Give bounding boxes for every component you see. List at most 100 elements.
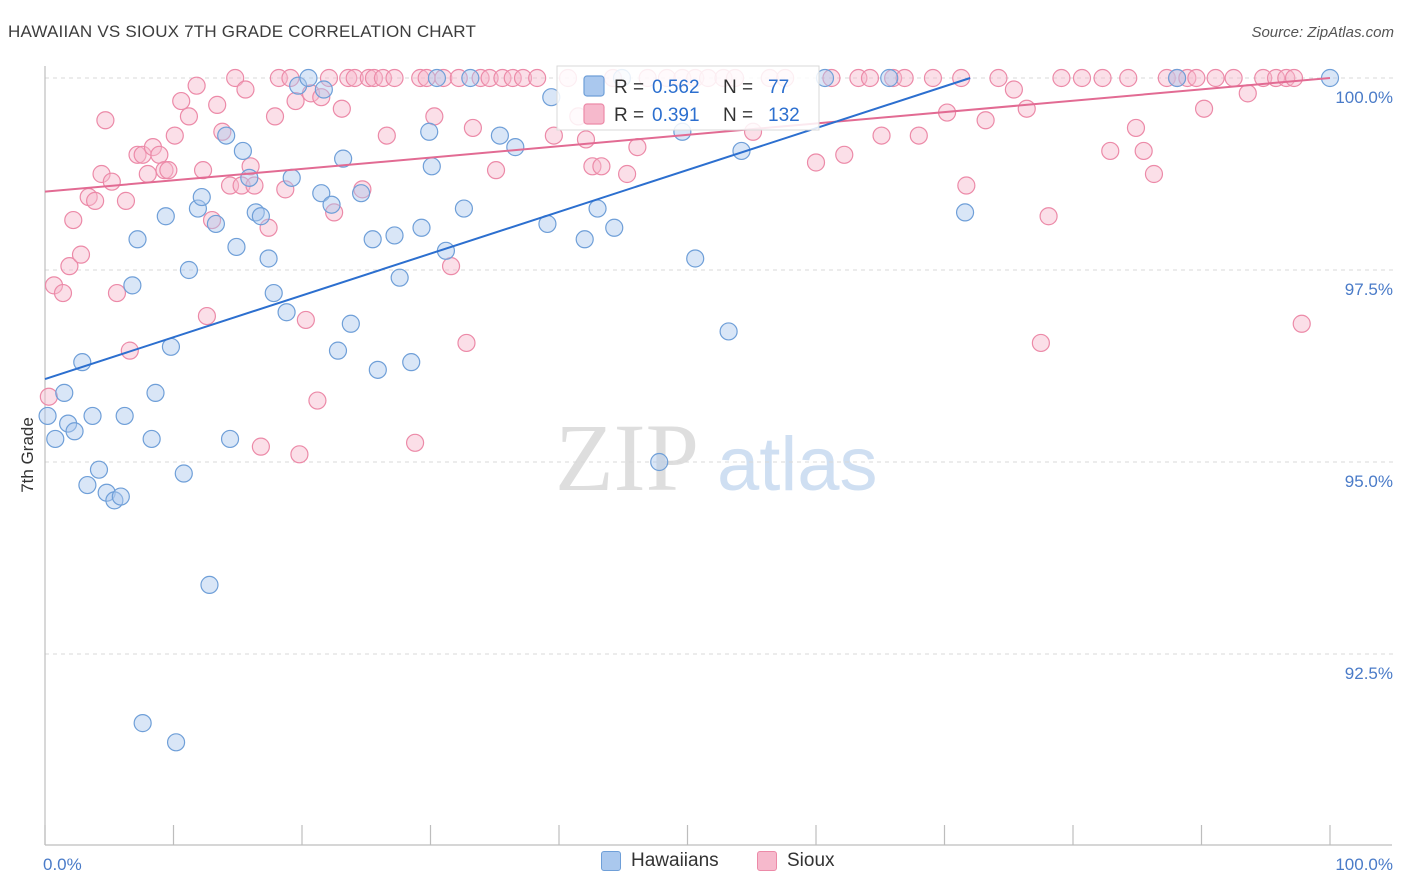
x-tick-label: 100.0% [1335,855,1393,874]
sioux-legend-swatch [583,103,605,125]
hawaiians-point [166,733,186,752]
sioux-point [172,91,191,111]
sioux-point [1144,164,1164,184]
hawaiians-point [83,406,102,426]
hawaiians-point [146,383,165,402]
hawaiians-point [368,360,387,379]
hawaiians-point [206,214,226,234]
legend-item-hawaiians[interactable]: Hawaiians [601,850,719,872]
hawaiians-point [334,149,353,168]
sioux-point [296,310,315,330]
sioux-point [1039,207,1058,226]
hawaiians-point [732,141,751,161]
sioux-point [872,126,891,145]
sioux-point [1254,68,1273,88]
hawaiians-point [341,314,360,333]
hawaiians-point [220,429,240,449]
sioux-point [107,283,127,303]
sioux-point [441,257,461,276]
sioux-point [628,138,647,157]
legend-label-hawaiians: Hawaiians [631,850,719,871]
x-tick-labels: 0.0% 100.0% [43,855,1393,874]
sioux-point [64,210,83,230]
sioux-point [208,95,227,114]
hawaiians-point [46,429,65,449]
sioux-point [193,161,213,180]
sioux-point [332,99,351,118]
watermark-zip: ZIP [555,404,699,511]
y-axis-title: 7th Grade [18,417,37,493]
sioux-point [116,191,136,210]
hawaiians-point [454,199,474,218]
y-tick-label: 100.0% [1335,88,1393,107]
sioux-point [463,118,483,138]
hawaiians-point [277,303,296,322]
sioux-point [1157,68,1176,88]
sioux-point [528,68,547,88]
hawaiians-point [289,76,308,95]
sioux-point [251,437,270,456]
sioux-point [286,91,305,111]
hawaiians-point [240,168,259,187]
sioux-point [226,68,245,88]
y-tick-label: 95.0% [1345,472,1393,491]
hawaiians-point [174,464,193,483]
sioux-point [241,157,260,176]
sioux-point [1101,141,1120,161]
hawaiians-point [192,187,211,207]
sioux-point [165,126,184,145]
sioux-point [60,257,79,276]
sioux-point [923,68,943,88]
sioux-point [187,76,206,95]
hawaiians-point [390,268,409,287]
hawaiians-point [115,406,134,426]
sioux-point [138,164,157,184]
sioux-point [1072,68,1092,88]
sioux-point [909,126,928,145]
sioux-point [71,245,91,264]
sioux-point [957,176,976,195]
hawaiians-point [133,714,152,733]
watermark-atlas: atlas [717,422,878,507]
sioux-point [822,68,841,88]
hawaiians-point [588,199,607,218]
hawaiians-point [38,406,57,426]
hawaiians-point [650,452,669,472]
hawaiians-point [259,249,278,268]
hawaiians-legend-swatch [583,75,605,97]
sioux-point [1194,99,1214,118]
hawaiians-r-value: 0.562 [652,77,700,98]
sioux-point [989,68,1008,88]
sioux-point [1126,118,1146,138]
hawaiians-point [188,199,208,218]
sioux-point [618,164,637,184]
sioux-point [1017,99,1036,118]
legend-label-sioux: Sioux [787,850,835,871]
hawaiians-point [128,230,147,249]
series-legend: Hawaiians Sioux [0,850,1406,878]
sioux-point [835,145,854,164]
sioux-point [493,68,512,88]
watermark: ZIP atlas [555,404,878,511]
hawaiians-point [233,141,252,161]
hawaiians-point [422,157,441,176]
hawaiians-point [363,230,382,249]
sioux-point [345,68,364,88]
legend-item-sioux[interactable]: Sioux [757,850,835,872]
hawaiians-point [1167,68,1187,88]
sioux-point [486,161,506,180]
hawaiians-point [264,283,283,303]
sioux-point [592,157,611,176]
hawaiians-point [78,475,97,495]
hawaiians-point [227,237,246,257]
hawaiians-point [506,138,525,157]
sioux-point [513,68,533,88]
sioux-point [434,68,453,88]
hawaiians-point [412,218,431,237]
hawaiians-point [156,207,175,226]
sioux-point [1238,84,1257,103]
sioux-point [150,145,169,164]
hawaiians-point [955,203,975,222]
hawaiians-point [490,126,509,145]
